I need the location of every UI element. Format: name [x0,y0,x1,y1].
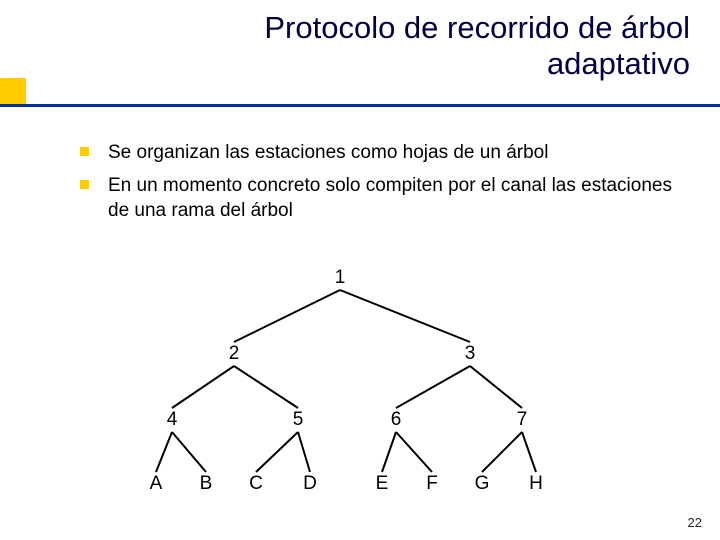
tree-leaf-D: D [303,473,317,495]
tree-leaf-G: G [475,473,490,495]
tree-edge [172,432,206,472]
tree-node-7: 7 [517,409,528,431]
tree-edge [482,432,522,472]
bullet-marker-icon [80,147,89,156]
tree-leaf-H: H [529,473,543,495]
tree-edge [234,290,340,342]
tree-edge [172,366,234,408]
tree-leaf-A: A [150,473,163,495]
tree-node-2: 2 [229,343,240,365]
slide-title: Protocolo de recorrido de árbol adaptati… [160,10,690,81]
accent-line [0,104,720,107]
tree-leaf-F: F [426,473,438,495]
tree-node-1: 1 [335,267,346,289]
tree-edge [234,366,298,408]
tree-node-4: 4 [167,409,178,431]
tree-edge [522,432,536,472]
bullet-item: En un momento concreto solo compiten por… [80,173,680,223]
tree-leaf-C: C [249,473,263,495]
bullet-item: Se organizan las estaciones como hojas d… [80,140,680,165]
tree-edge [396,432,432,472]
tree-edge [396,366,470,408]
tree-edge [470,366,522,408]
bullet-text: Se organizan las estaciones como hojas d… [108,142,548,163]
tree-edge [298,432,310,472]
tree-leaf-E: E [376,473,389,495]
tree-node-5: 5 [293,409,304,431]
slide: Protocolo de recorrido de árbol adaptati… [0,0,720,540]
tree-edge [256,432,298,472]
accent-block [0,78,26,104]
tree-edge [382,432,396,472]
tree-edge [340,290,470,342]
page-number: 22 [688,515,702,530]
tree-leaf-B: B [200,473,213,495]
tree-node-3: 3 [465,343,476,365]
bullet-list: Se organizan las estaciones como hojas d… [80,140,680,231]
bullet-marker-icon [80,180,89,189]
tree-node-6: 6 [391,409,402,431]
tree-edge [156,432,172,472]
bullet-text: En un momento concreto solo compiten por… [108,175,672,221]
